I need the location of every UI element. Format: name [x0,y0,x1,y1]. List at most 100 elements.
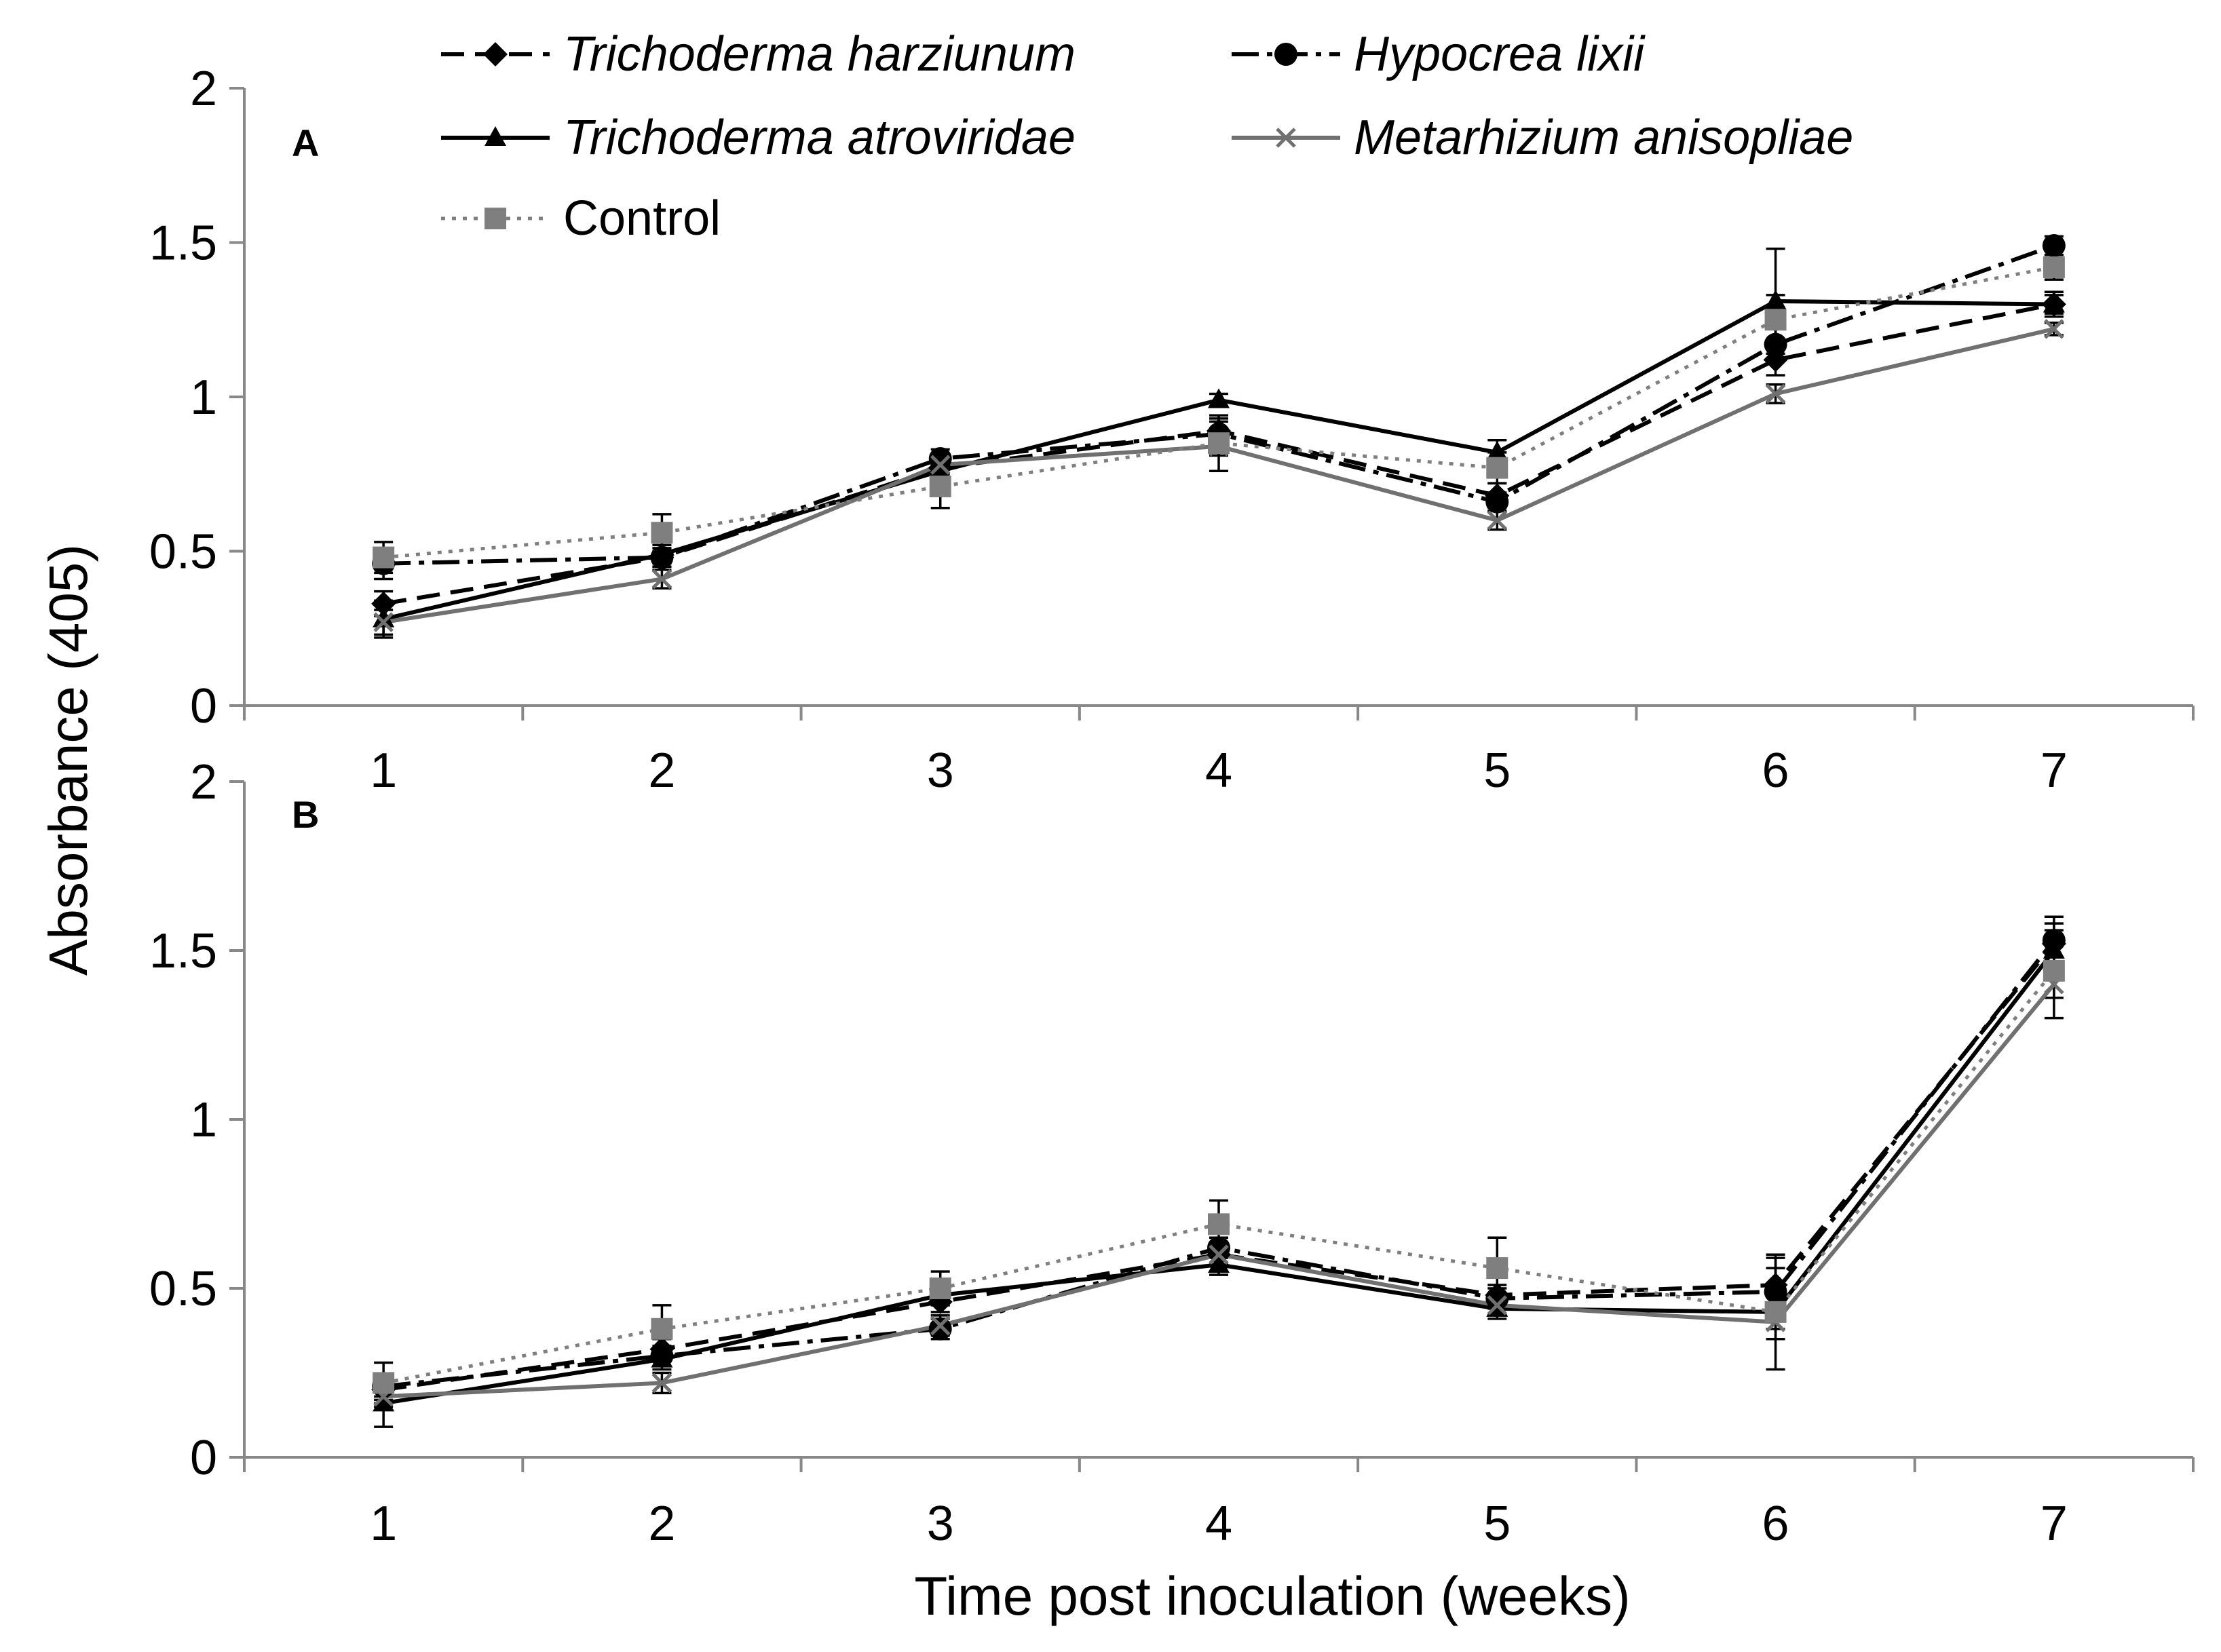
legend-marker [485,126,506,146]
series-markers-atro [373,289,2065,628]
x-tick-label: 6 [1762,1497,1789,1551]
data-point [651,543,673,563]
legend-marker [1274,43,1297,66]
panel-a: 0 0.5 1 1.5 2 1 2 3 4 5 6 7 A [149,62,2195,798]
data-point [928,447,952,470]
data-point [373,612,394,632]
data-point [929,475,951,497]
data-point [2043,292,2065,313]
panel-label: A [292,121,319,164]
x-tick-label: 3 [927,1497,954,1551]
x-tick-label: 1 [370,1497,397,1551]
data-point [2044,319,2064,339]
series-line-meta [383,326,2055,625]
error-bars-meta [374,322,2064,636]
data-point [651,1318,673,1340]
y-tick-label: 1.5 [149,216,217,271]
data-point [651,1347,673,1368]
data-point [928,1317,952,1341]
legend-label: Trichoderma atroviridae [563,111,1076,165]
y-tick-label: 0 [190,1431,217,1485]
data-point [1486,1257,1508,1280]
series-line-ctrl [383,969,2055,1385]
data-point [1208,432,1230,455]
data-point [651,569,672,590]
x-tick-label: 4 [1205,744,1232,798]
data-point [1207,1236,1230,1260]
x-tick-label: 4 [1205,1497,1232,1551]
data-point [1764,1301,1787,1323]
data-point [371,591,396,616]
x-tick-label: 2 [648,744,675,798]
legend-entry-harz: Trichoderma harziunum [441,27,1076,81]
series-markers-ctrl [373,256,2065,569]
y-axis-title: Absorbance (405) [38,544,98,976]
error-bars-ctrl [374,922,2064,1405]
panel-b: 0 0.5 1 1.5 2 1 2 3 4 5 6 7 B [149,755,2195,1551]
data-point [929,1278,951,1299]
error-bars-meta [374,969,2064,1408]
series-markers-hyp [372,929,2066,1398]
data-point [1764,1280,1787,1303]
data-point [373,546,395,569]
series-markers-meta [373,974,2064,1407]
legend-marker [1276,128,1296,148]
y-tick-label: 1 [190,370,217,425]
data-point [373,1391,395,1412]
panels-layer: 0 0.5 1 1.5 2 1 2 3 4 5 6 7 A 0 0.5 1 1.5 2 1 2 3 4 5 6 7 B [149,62,2195,1551]
y-tick-label: 2 [190,755,217,809]
y-tick-label: 1 [190,1093,217,1147]
data-point [2042,234,2066,258]
error-bars-harz [374,929,2064,1402]
data-point [1486,457,1508,479]
data-point [1764,309,1787,331]
x-tick-label: 6 [1762,744,1789,798]
series-markers-harz [371,931,2066,1402]
data-point [651,522,673,544]
y-tick-label: 1.5 [149,924,217,978]
data-point [1208,1213,1230,1235]
data-point [930,1315,951,1336]
y-tick-label: 0.5 [149,525,217,579]
data-point [1209,1244,1229,1265]
x-tick-label: 7 [2040,744,2068,798]
x-tick-label: 3 [927,744,954,798]
legend-entry-hyp: Hypocrea lixii [1232,27,1646,81]
data-point [1487,1295,1508,1315]
legend-marker [483,42,508,66]
data-point [1208,1253,1230,1273]
data-point [1485,490,1509,514]
series-line-meta [383,982,2056,1399]
series-markers-ctrl [373,959,2065,1394]
legend-label: Hypocrea lixii [1354,27,1646,81]
legend-label: Metarhizium anisopliae [1354,111,1853,165]
x-tick-label: 5 [1483,1497,1511,1551]
data-point [1486,440,1508,461]
data-point [651,1372,672,1394]
data-point [2043,256,2065,278]
data-point [2043,939,2065,959]
data-point [1764,289,1787,309]
legend-entry-atro: Trichoderma atroviridae [441,111,1076,165]
y-tick-label: 0.5 [149,1262,217,1316]
data-point [1764,332,1787,356]
series-line-hyp [383,939,2056,1389]
legend-entry-ctrl: Control [441,191,721,246]
legend-marker [485,208,506,229]
data-point [2043,959,2065,982]
data-point [373,607,395,628]
y-tick-label: 2 [190,62,217,116]
legend-entry-meta: Metarhizium anisopliae [1232,111,1853,165]
x-tick-label: 1 [370,744,397,798]
data-point [1208,388,1230,408]
x-axis-title: Time post inoculation (weeks) [914,1566,1630,1626]
x-tick-label: 7 [2040,1497,2068,1551]
series-line-ctrl [383,265,2055,560]
legend: Trichoderma harziunum Hypocrea lixii Trich… [441,27,1853,246]
data-point [1765,383,1786,404]
data-point [930,455,951,475]
error-bars-hyp [374,915,2064,1398]
data-point [929,459,951,480]
x-tick-label: 2 [648,1497,675,1551]
